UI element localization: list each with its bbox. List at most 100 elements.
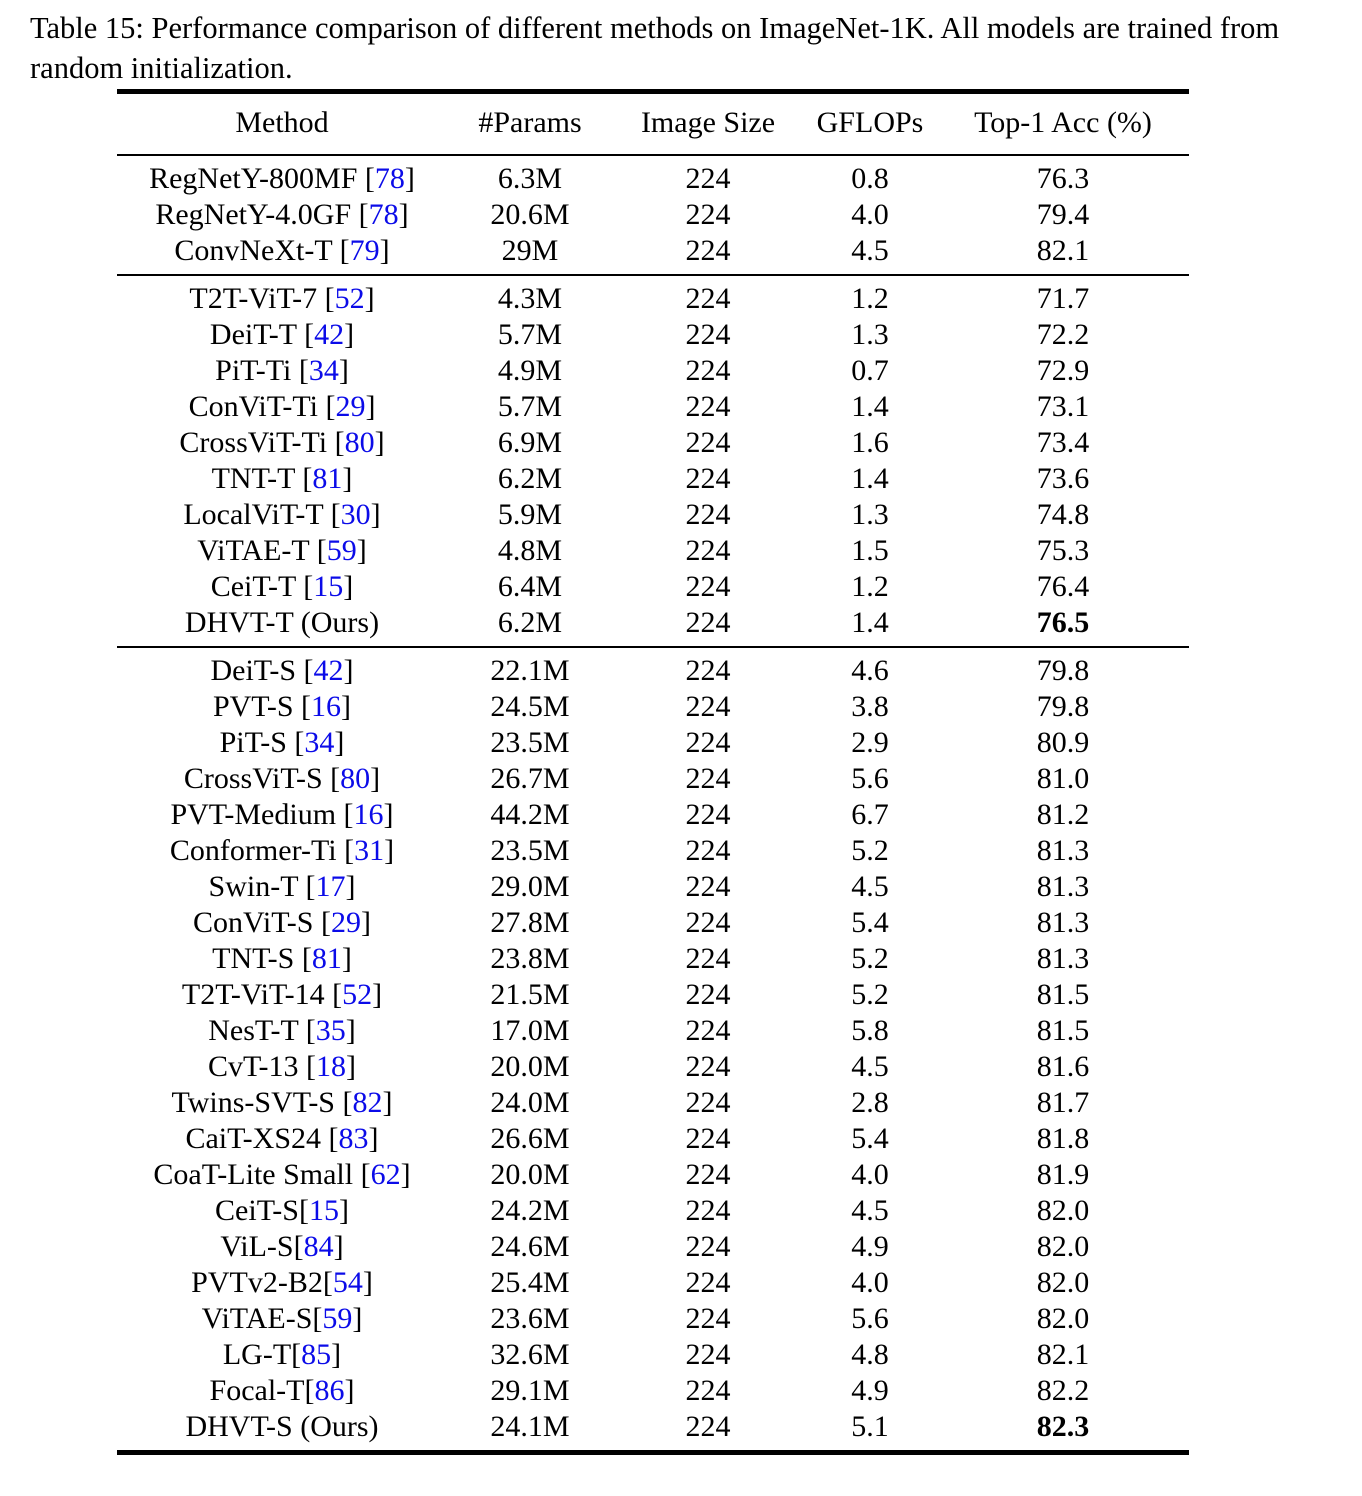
citation-link[interactable]: 81 (312, 461, 343, 495)
image-size-cell: 224 (685, 605, 731, 639)
table-row: NesT-T [35] 17.0M 224 5.8 81.5 (117, 1013, 1189, 1049)
table-row: ViTAE-T [59] 4.8M 224 1.5 75.3 (117, 533, 1189, 569)
method-cell: CvT-13 [18] (207, 1049, 357, 1083)
top1-acc-cell: 76.4 (1036, 569, 1090, 603)
table-row: DeiT-T [42] 5.7M 224 1.3 72.2 (117, 317, 1189, 353)
table-row: LocalViT-T [30] 5.9M 224 1.3 74.8 (117, 497, 1189, 533)
params-cell: 29.1M (490, 1373, 570, 1407)
citation-link[interactable]: 42 (313, 653, 344, 687)
citation-link[interactable]: 78 (368, 197, 399, 231)
params-cell: 4.9M (497, 353, 563, 387)
citation-link[interactable]: 17 (315, 869, 346, 903)
citation-link[interactable]: 83 (338, 1121, 369, 1155)
top1-acc-cell: 81.5 (1036, 1013, 1090, 1047)
gflops-cell: 3.8 (851, 689, 889, 723)
method-cell: PiT-Ti [34] (215, 353, 349, 387)
top1-acc-cell: 82.0 (1036, 1301, 1090, 1335)
params-cell: 4.3M (497, 281, 563, 315)
method-name: DHVT-T (Ours) (184, 605, 380, 639)
citation-link[interactable]: 59 (326, 533, 357, 567)
citation-link[interactable]: 15 (308, 1193, 339, 1227)
citation-link[interactable]: 54 (332, 1265, 363, 1299)
citation-link[interactable]: 15 (313, 569, 344, 603)
top1-acc-cell: 81.0 (1036, 761, 1090, 795)
citation-link[interactable]: 18 (316, 1049, 347, 1083)
gflops-cell: 5.8 (851, 1013, 889, 1047)
citation-link[interactable]: 31 (354, 833, 385, 867)
top1-acc-cell: 81.3 (1036, 941, 1090, 975)
citation-link[interactable]: 29 (335, 389, 366, 423)
col-header-gflops: GFLOPs (816, 105, 924, 139)
citation-link[interactable]: 34 (308, 353, 339, 387)
citation-link[interactable]: 79 (349, 233, 380, 267)
image-size-cell: 224 (685, 1157, 731, 1191)
params-cell: 5.9M (497, 497, 563, 531)
citation-link[interactable]: 62 (370, 1157, 401, 1191)
method-name: ViTAE-S (201, 1301, 313, 1335)
top1-acc-cell: 79.8 (1036, 689, 1090, 723)
citation-link[interactable]: 84 (303, 1229, 334, 1263)
top1-acc-cell: 72.9 (1036, 353, 1090, 387)
citation-link[interactable]: 35 (315, 1013, 346, 1047)
params-cell: 20.0M (490, 1157, 570, 1191)
method-cell: PVT-Medium [16] (170, 797, 394, 831)
citation-link[interactable]: 29 (330, 905, 361, 939)
citation-link[interactable]: 86 (314, 1373, 345, 1407)
method-cell: DeiT-T [42] (209, 317, 355, 351)
table-row: Focal-T[86] 29.1M 224 4.9 82.2 (117, 1373, 1189, 1409)
table-row: TNT-T [81] 6.2M 224 1.4 73.6 (117, 461, 1189, 497)
params-cell: 6.3M (497, 161, 563, 195)
citation-link[interactable]: 78 (374, 161, 405, 195)
image-size-cell: 224 (685, 941, 731, 975)
citation-link[interactable]: 52 (334, 281, 365, 315)
table-row: Twins-SVT-S [82] 24.0M 224 2.8 81.7 (117, 1085, 1189, 1121)
table-row: ViL-S[84] 24.6M 224 4.9 82.0 (117, 1229, 1189, 1265)
table-row: DHVT-T (Ours) 6.2M 224 1.4 76.5 (117, 605, 1189, 647)
method-cell: DeiT-S [42] (210, 653, 354, 687)
table-row: PVT-S [16] 24.5M 224 3.8 79.8 (117, 689, 1189, 725)
image-size-cell: 224 (685, 1409, 731, 1443)
gflops-cell: 1.3 (851, 317, 889, 351)
method-cell: CrossViT-Ti [80] (179, 425, 385, 459)
method-cell: LG-T[85] (222, 1337, 342, 1371)
image-size-cell: 224 (685, 233, 731, 267)
image-size-cell: 224 (685, 869, 731, 903)
method-name: NesT-T (208, 1013, 299, 1047)
table-row: PVT-Medium [16] 44.2M 224 6.7 81.2 (117, 797, 1189, 833)
image-size-cell: 224 (685, 1013, 731, 1047)
citation-link[interactable]: 81 (311, 941, 342, 975)
citation-link[interactable]: 52 (342, 977, 373, 1011)
gflops-cell: 4.0 (851, 1265, 889, 1299)
citation-link[interactable]: 30 (340, 497, 371, 531)
document-page: Table 15: Performance comparison of diff… (0, 8, 1362, 1455)
image-size-cell: 224 (685, 1265, 731, 1299)
top1-acc-cell: 74.8 (1036, 497, 1090, 531)
col-header-params: #Params (478, 105, 582, 139)
gflops-cell: 4.6 (851, 653, 889, 687)
citation-link[interactable]: 82 (352, 1085, 383, 1119)
citation-link[interactable]: 16 (353, 797, 384, 831)
method-cell: ViL-S[84] (220, 1229, 344, 1263)
method-cell: PVTv2-B2[54] (191, 1265, 373, 1299)
citation-link[interactable]: 80 (340, 761, 371, 795)
gflops-cell: 5.6 (851, 761, 889, 795)
citation-link[interactable]: 16 (311, 689, 342, 723)
citation-link[interactable]: 59 (322, 1301, 353, 1335)
params-cell: 22.1M (490, 653, 570, 687)
method-name: CrossViT-Ti (179, 425, 328, 459)
top1-acc-cell: 82.0 (1036, 1193, 1090, 1227)
citation-link[interactable]: 80 (344, 425, 375, 459)
method-cell: Twins-SVT-S [82] (171, 1085, 393, 1119)
table-row: T2T-ViT-14 [52] 21.5M 224 5.2 81.5 (117, 977, 1189, 1013)
table-row: DHVT-S (Ours) 24.1M 224 5.1 82.3 (117, 1409, 1189, 1453)
gflops-cell: 4.5 (851, 869, 889, 903)
citation-link[interactable]: 42 (314, 317, 345, 351)
method-cell: CoaT-Lite Small [62] (153, 1157, 411, 1191)
citation-link[interactable]: 85 (301, 1337, 332, 1371)
method-name: DHVT-S (Ours) (185, 1409, 379, 1443)
top1-acc-cell: 81.2 (1036, 797, 1090, 831)
citation-link[interactable]: 34 (304, 725, 335, 759)
gflops-cell: 4.5 (851, 233, 889, 267)
params-cell: 6.4M (497, 569, 563, 603)
method-cell: DHVT-S (Ours) (117, 1409, 447, 1453)
